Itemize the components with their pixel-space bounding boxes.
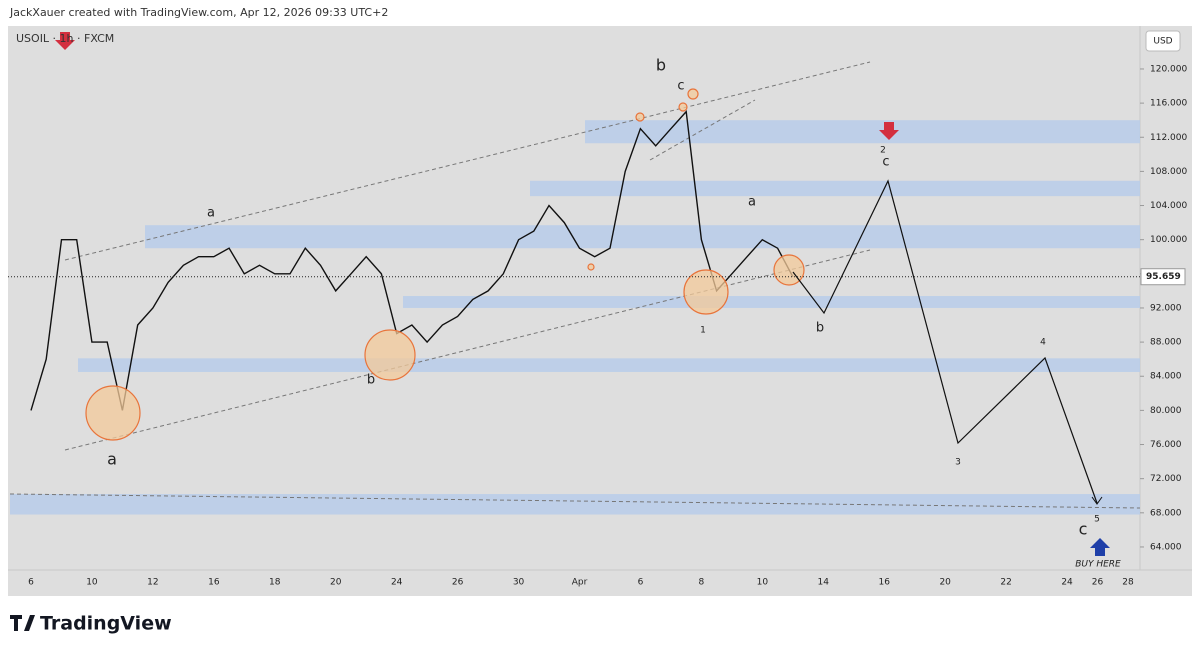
zone xyxy=(10,494,1140,515)
wave-label: a xyxy=(748,195,756,210)
attribution: JackXauer created with TradingView.com, … xyxy=(9,6,388,19)
down-arrow xyxy=(879,122,899,140)
highlight-circle xyxy=(687,88,699,100)
y-tick-label: 80.000 xyxy=(1150,406,1182,416)
x-tick-label: 6 xyxy=(638,578,644,588)
highlight-circle xyxy=(635,112,645,122)
arrow-head xyxy=(1091,496,1103,505)
price-line xyxy=(30,109,794,411)
y-tick-label: 108.000 xyxy=(1150,167,1187,177)
zone xyxy=(78,358,1140,372)
y-tick-label: 104.000 xyxy=(1150,201,1187,211)
y-tick-label: 88.000 xyxy=(1150,338,1182,348)
channel-line xyxy=(649,99,756,161)
y-tick-label: 76.000 xyxy=(1150,440,1182,450)
y-tick-label: 92.000 xyxy=(1150,303,1182,313)
highlight-circle xyxy=(85,385,141,441)
y-tick-label: 100.000 xyxy=(1150,235,1187,245)
x-tick-label: 12 xyxy=(147,578,158,588)
logo: TradingView xyxy=(10,613,172,635)
wave-label: 3 xyxy=(955,458,961,468)
y-tick-label: 116.000 xyxy=(1150,99,1187,109)
logo-mark xyxy=(10,615,35,631)
wave-label: 2 xyxy=(880,146,886,156)
wave-label: b xyxy=(367,373,375,388)
x-tick-label: 18 xyxy=(269,578,281,588)
highlight-circle xyxy=(683,269,729,315)
y-tick-label: 64.000 xyxy=(1150,542,1182,552)
wave-label: BUY HERE xyxy=(1075,560,1121,570)
channel-line xyxy=(64,249,871,451)
x-tick-label: 24 xyxy=(391,578,403,588)
highlight-circle xyxy=(678,102,688,112)
projection-path xyxy=(792,179,1098,504)
zone xyxy=(403,296,1140,308)
x-tick-label: 26 xyxy=(452,578,464,588)
x-tick-label: Apr xyxy=(572,578,588,588)
x-tick-label: 24 xyxy=(1061,578,1073,588)
wave-label: c xyxy=(1079,520,1088,539)
zone xyxy=(145,225,1140,249)
x-tick-label: 22 xyxy=(1000,578,1011,588)
y-tick-label: 72.000 xyxy=(1150,474,1182,484)
wave-label: 1 xyxy=(700,326,706,336)
x-tick-label: 20 xyxy=(939,578,951,588)
channel-line xyxy=(64,61,871,261)
x-tick-label: 28 xyxy=(1122,578,1134,588)
x-tick-label: 20 xyxy=(330,578,342,588)
y-tick-label: 112.000 xyxy=(1150,133,1187,143)
y-tick-label: 68.000 xyxy=(1150,508,1182,518)
x-tick-label: 10 xyxy=(86,578,98,588)
wave-label: c xyxy=(677,79,684,94)
currency-button[interactable] xyxy=(1145,30,1181,52)
symbol: USOIL · 1h · FXCM xyxy=(16,32,114,45)
highlight-circle xyxy=(364,329,416,381)
down-arrow xyxy=(55,32,75,50)
brand: TradingView xyxy=(40,613,172,635)
highlight-circle xyxy=(587,263,595,271)
wave-label: 5 xyxy=(1094,515,1100,525)
x-tick-label: 14 xyxy=(818,578,830,588)
y-tick-label: 84.000 xyxy=(1150,372,1182,382)
wave-label: a xyxy=(107,450,117,469)
drawings xyxy=(9,61,1141,509)
x-tick-label: 16 xyxy=(208,578,220,588)
x-tick-label: 8 xyxy=(699,578,705,588)
wave-label: a xyxy=(207,206,215,221)
wave-label: b xyxy=(816,321,824,336)
plot xyxy=(30,109,794,411)
x-tick-label: 6 xyxy=(28,578,34,588)
x-tick-label: 10 xyxy=(757,578,769,588)
x-tick-label: 26 xyxy=(1092,578,1104,588)
wave-label: c xyxy=(882,155,889,170)
x-tick-label: 16 xyxy=(878,578,890,588)
currency[interactable]: USD xyxy=(1153,37,1172,47)
last-price-box xyxy=(1140,268,1186,286)
zone xyxy=(585,120,1140,144)
last-price-label: 95.659 xyxy=(1146,272,1181,282)
zone xyxy=(530,180,1140,197)
wave-label: b xyxy=(656,56,666,75)
wave-label: 4 xyxy=(1040,338,1046,348)
y-tick-label: 120.000 xyxy=(1150,64,1187,74)
x-tick-label: 30 xyxy=(513,578,525,588)
support-line xyxy=(9,493,1141,509)
zones xyxy=(10,120,1140,515)
up-arrow xyxy=(1090,538,1110,556)
